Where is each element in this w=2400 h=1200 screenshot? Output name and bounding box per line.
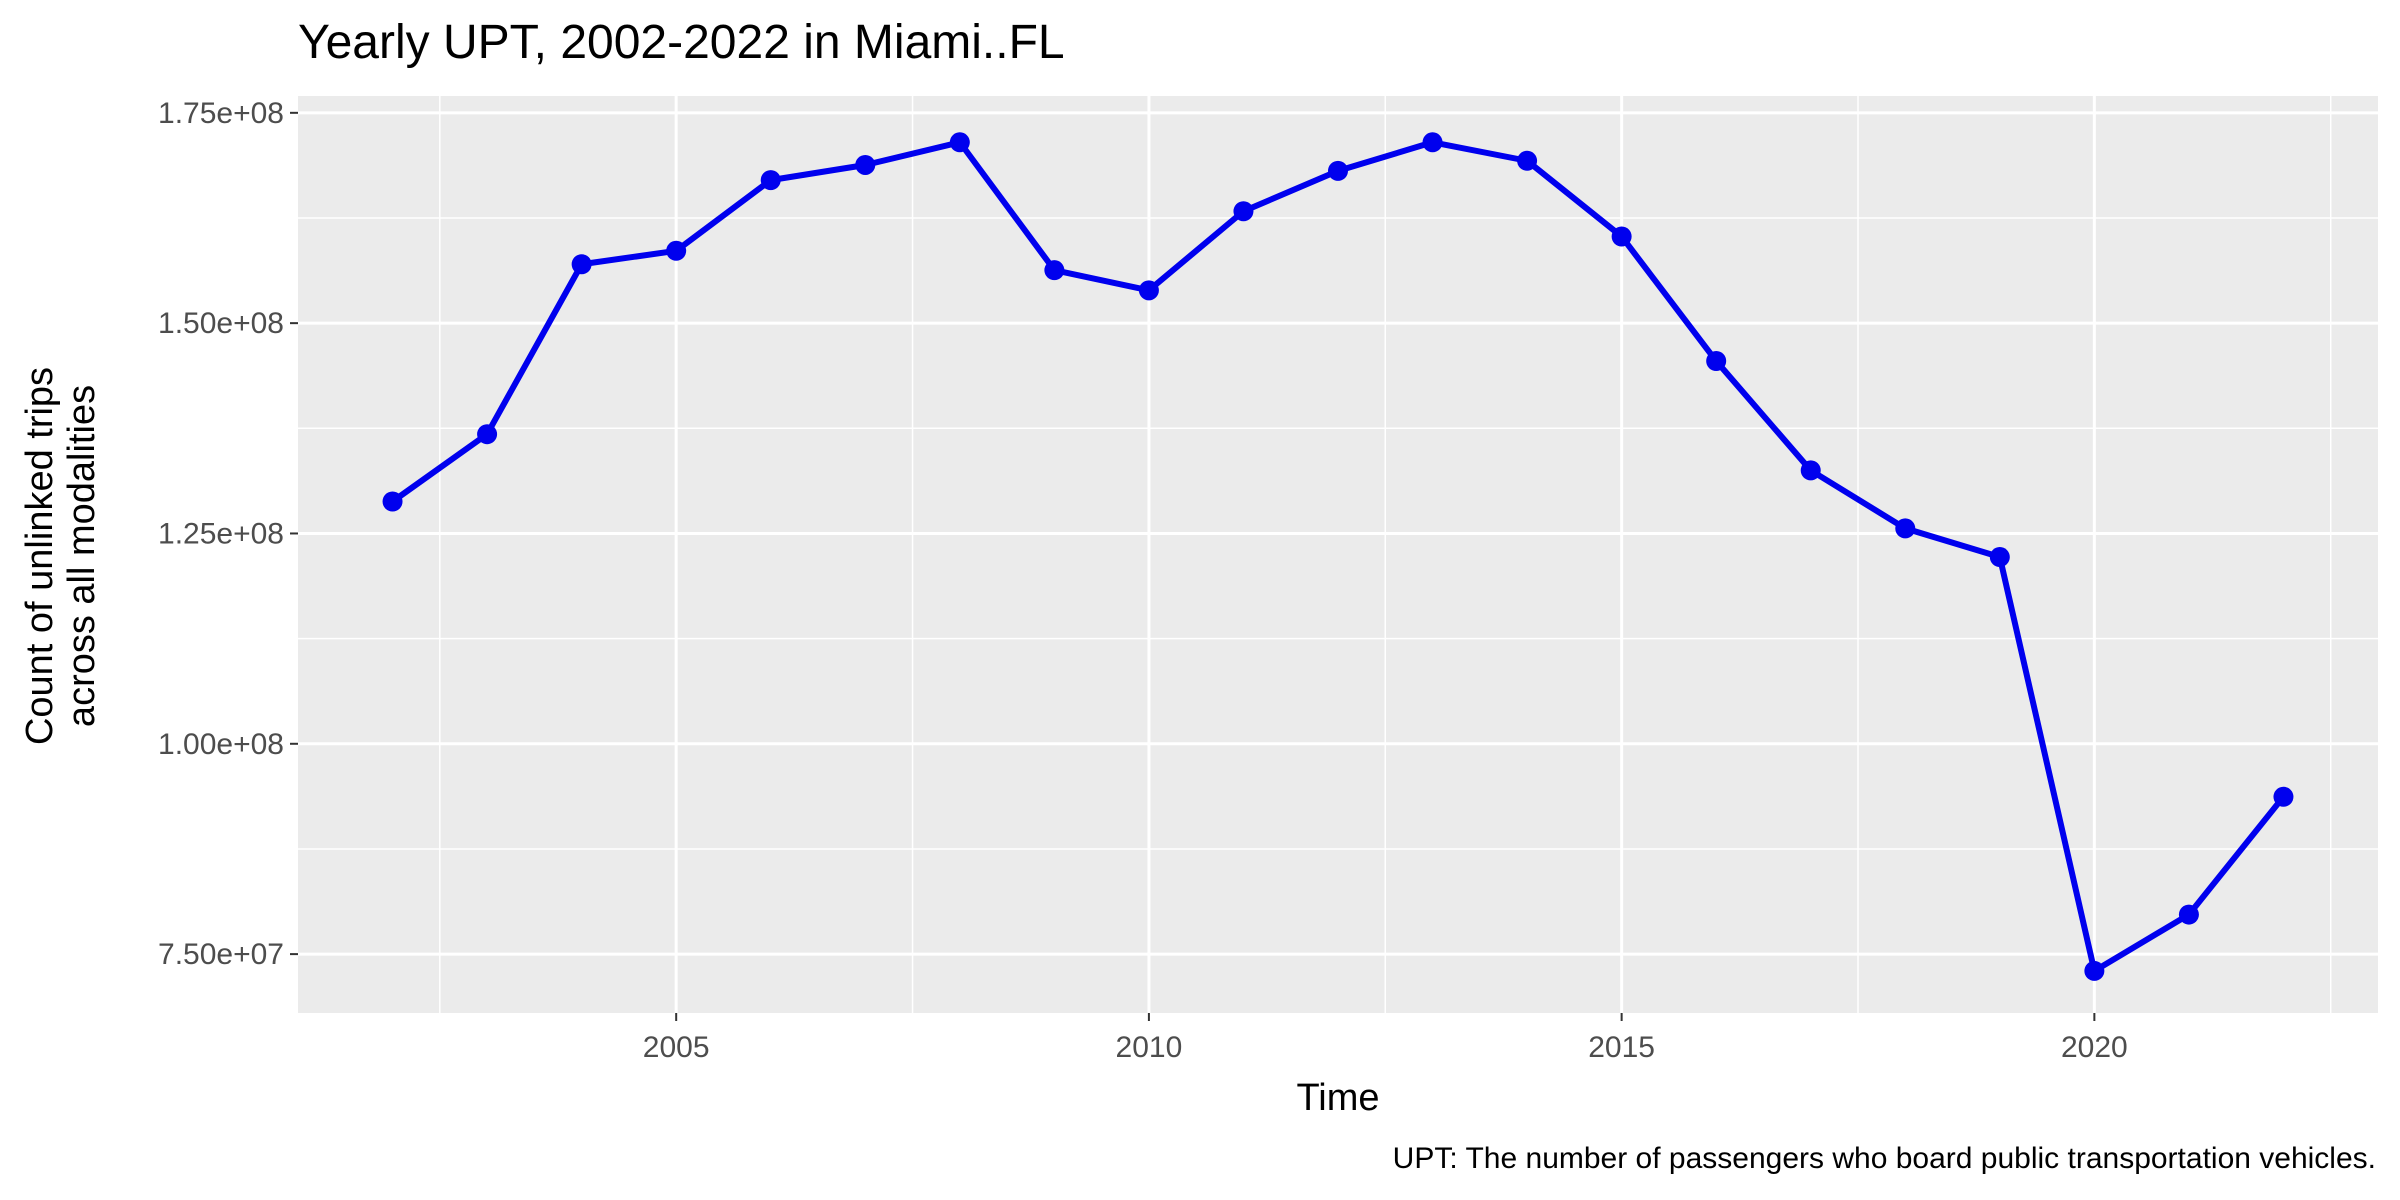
data-point	[760, 170, 781, 191]
y-axis-title-group: Count of unlinked trips across all modal…	[19, 367, 103, 745]
data-point	[477, 424, 498, 445]
x-tick-label: 2005	[643, 1031, 710, 1064]
data-point	[855, 154, 876, 175]
y-tick-label: 1.00e+08	[158, 728, 284, 761]
x-tick-label: 2020	[2061, 1031, 2128, 1064]
y-tick-label: 7.50e+07	[158, 938, 284, 971]
y-tick-label: 1.25e+08	[158, 517, 284, 550]
plot-panel	[298, 96, 2378, 1013]
data-point	[2178, 904, 2199, 925]
data-point	[1517, 150, 1538, 171]
y-axis-title-line-2: across all modalities	[61, 385, 103, 727]
chart-caption: UPT: The number of passengers who board …	[1393, 1142, 2376, 1175]
data-point	[1611, 226, 1632, 247]
data-point	[1044, 260, 1065, 281]
data-point	[1138, 280, 1159, 301]
data-point	[2273, 786, 2294, 807]
y-axis-title-line-1: Count of unlinked trips	[19, 367, 61, 745]
y-tick-label: 1.75e+08	[158, 97, 284, 130]
chart-title: Yearly UPT, 2002-2022 in Miami..FL	[298, 16, 1065, 69]
x-axis-title: Time	[1296, 1077, 1379, 1119]
data-point	[1328, 160, 1348, 181]
x-tick-label: 2015	[1588, 1031, 1655, 1064]
grid-lines	[298, 96, 2378, 1013]
y-tick-label: 1.50e+08	[158, 307, 284, 340]
data-point	[949, 132, 970, 153]
data-point	[1989, 547, 2010, 568]
axis-ticks: 2005 2010 2015 2020 7.50e+07 1.00e+08 1.25e+08…	[158, 97, 2128, 1064]
data-point	[382, 491, 403, 512]
x-tick-label: 2010	[1116, 1031, 1183, 1064]
data-point	[2084, 960, 2105, 981]
data-point	[1422, 132, 1443, 153]
data-point	[1800, 460, 1821, 481]
series-layer	[382, 132, 2294, 981]
data-point	[666, 240, 687, 261]
data-point	[1895, 518, 1916, 539]
data-point	[571, 254, 592, 275]
data-point	[1706, 351, 1727, 372]
data-point	[1233, 201, 1254, 222]
